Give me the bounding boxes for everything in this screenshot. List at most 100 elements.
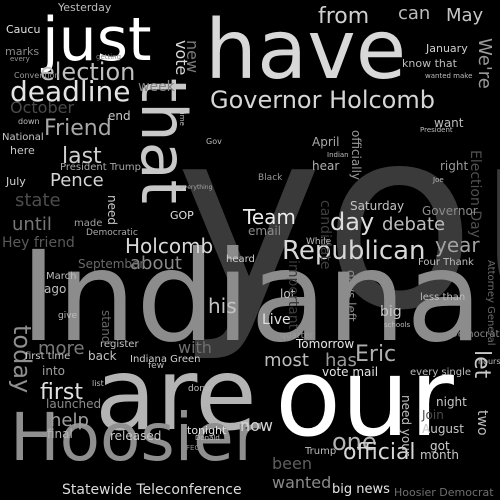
cloud-word: GOP — [170, 209, 194, 222]
cloud-word: are — [95, 336, 257, 453]
cloud-word: let — [469, 350, 494, 379]
cloud-word: launched — [46, 397, 102, 411]
cloud-word: schools — [384, 321, 411, 329]
cloud-word: give — [58, 311, 78, 321]
cloud-word: Election Day — [467, 150, 483, 238]
cloud-word: vote mail — [322, 365, 379, 379]
cloud-word: Attorney General — [485, 260, 496, 346]
cloud-word: now — [240, 416, 274, 435]
cloud-word: May — [446, 5, 484, 26]
cloud-word: July — [6, 175, 26, 188]
cloud-word: Indian — [327, 151, 349, 159]
cloud-word: from — [318, 4, 370, 29]
cloud-word: back — [88, 349, 117, 363]
cloud-word: list — [92, 379, 104, 388]
cloud-word: March — [46, 271, 77, 282]
cloud-word: Indiana Green — [130, 354, 201, 365]
cloud-word: night — [436, 395, 467, 409]
cloud-word: down — [18, 117, 40, 126]
cloud-word: Black — [258, 173, 283, 183]
cloud-word: Governor — [422, 204, 478, 218]
cloud-word: Eric — [355, 342, 397, 367]
cloud-word: released — [110, 429, 162, 443]
cloud-word: heard — [226, 254, 255, 265]
cloud-word: Hey friend — [2, 235, 75, 251]
cloud-word: Indiana — [20, 225, 483, 370]
cloud-word: Four Thank — [418, 257, 474, 268]
cloud-word: that — [127, 78, 200, 204]
cloud-word: Governor Holcomb — [210, 86, 435, 114]
cloud-word: been — [272, 454, 312, 473]
cloud-word: right — [440, 159, 469, 173]
cloud-word: ago — [44, 282, 67, 296]
cloud-word: lot — [280, 287, 296, 301]
cloud-word: While — [306, 237, 332, 247]
cloud-word: Trump — [305, 446, 337, 457]
cloud-word: one — [332, 428, 377, 456]
cloud-word: day — [330, 208, 375, 236]
cloud-word: more — [38, 338, 85, 359]
cloud-word: done — [188, 384, 211, 394]
cloud-word: Caucu — [6, 23, 41, 36]
cloud-word: deadline — [10, 75, 131, 108]
cloud-word: April — [312, 135, 340, 149]
cloud-word: FEC — [186, 444, 200, 452]
cloud-word: help — [50, 410, 89, 431]
cloud-word: Yesterday — [58, 1, 112, 14]
cloud-word: Live — [262, 312, 291, 328]
cloud-word: state — [15, 190, 61, 211]
cloud-word: with — [178, 338, 212, 357]
cloud-word: big — [380, 304, 402, 320]
cloud-word: getting — [96, 53, 122, 61]
cloud-word: today — [8, 325, 36, 394]
cloud-word: most — [264, 350, 309, 371]
cloud-word: here — [10, 144, 35, 157]
cloud-word: our — [275, 336, 454, 461]
cloud-word: officially — [349, 130, 363, 180]
cloud-word: stand — [99, 310, 113, 344]
cloud-word: National — [2, 132, 44, 143]
cloud-word: quarter — [280, 331, 314, 341]
cloud-word: until — [12, 214, 52, 235]
cloud-word: wanted — [272, 473, 332, 492]
cloud-word: Democratic — [86, 228, 138, 238]
cloud-word: October — [10, 98, 75, 117]
cloud-word: big news — [332, 482, 390, 497]
cloud-word: made — [74, 218, 103, 229]
cloud-word: can — [398, 3, 431, 24]
cloud-word: just — [42, 5, 152, 75]
cloud-word: President Trump — [60, 162, 142, 173]
cloud-word: have — [205, 3, 407, 98]
cloud-word: hear — [312, 159, 340, 173]
cloud-word: Friend — [44, 116, 112, 141]
cloud-word: you — [175, 74, 500, 365]
cloud-word: wanted make — [425, 72, 473, 80]
cloud-word: Republican — [282, 236, 426, 266]
cloud-word: Join — [422, 408, 444, 422]
cloud-word: Saturday — [350, 199, 405, 213]
cloud-word: year — [435, 233, 480, 257]
cloud-word: tonight — [187, 424, 227, 437]
cloud-word: Pence — [50, 170, 104, 191]
cloud-word: need your — [399, 395, 413, 456]
cloud-word: Donald — [195, 434, 220, 442]
cloud-word: register — [100, 339, 139, 350]
cloud-word: know that — [402, 57, 457, 70]
cloud-word: everything — [180, 184, 213, 191]
cloud-word: hours — [478, 357, 500, 366]
cloud-word: Joe — [433, 176, 444, 184]
cloud-word: want — [434, 116, 464, 130]
cloud-word: Team — [243, 205, 296, 229]
cloud-word: Convention — [14, 71, 60, 80]
cloud-word: into — [42, 364, 65, 378]
cloud-word: last — [62, 144, 102, 169]
cloud-word: final — [47, 427, 73, 441]
cloud-word: time — [178, 110, 186, 126]
cloud-word: every single — [410, 367, 472, 378]
cloud-word: week — [138, 79, 175, 95]
cloud-word: two — [474, 410, 490, 436]
cloud-word: about — [130, 253, 182, 274]
cloud-word: first time — [25, 351, 71, 362]
cloud-word: need — [105, 195, 119, 225]
